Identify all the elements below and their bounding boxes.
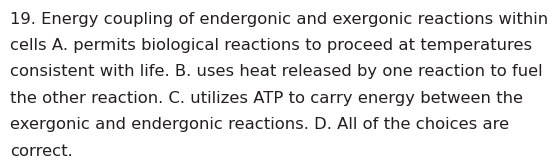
- Text: exergonic and endergonic reactions. D. All of the choices are: exergonic and endergonic reactions. D. A…: [10, 117, 509, 132]
- Text: consistent with life. B. uses heat released by one reaction to fuel: consistent with life. B. uses heat relea…: [10, 64, 543, 79]
- Text: 19. Energy coupling of endergonic and exergonic reactions within: 19. Energy coupling of endergonic and ex…: [10, 12, 548, 27]
- Text: cells A. permits biological reactions to proceed at temperatures: cells A. permits biological reactions to…: [10, 38, 532, 53]
- Text: the other reaction. C. utilizes ATP to carry energy between the: the other reaction. C. utilizes ATP to c…: [10, 91, 523, 106]
- Text: correct.: correct.: [10, 144, 73, 159]
